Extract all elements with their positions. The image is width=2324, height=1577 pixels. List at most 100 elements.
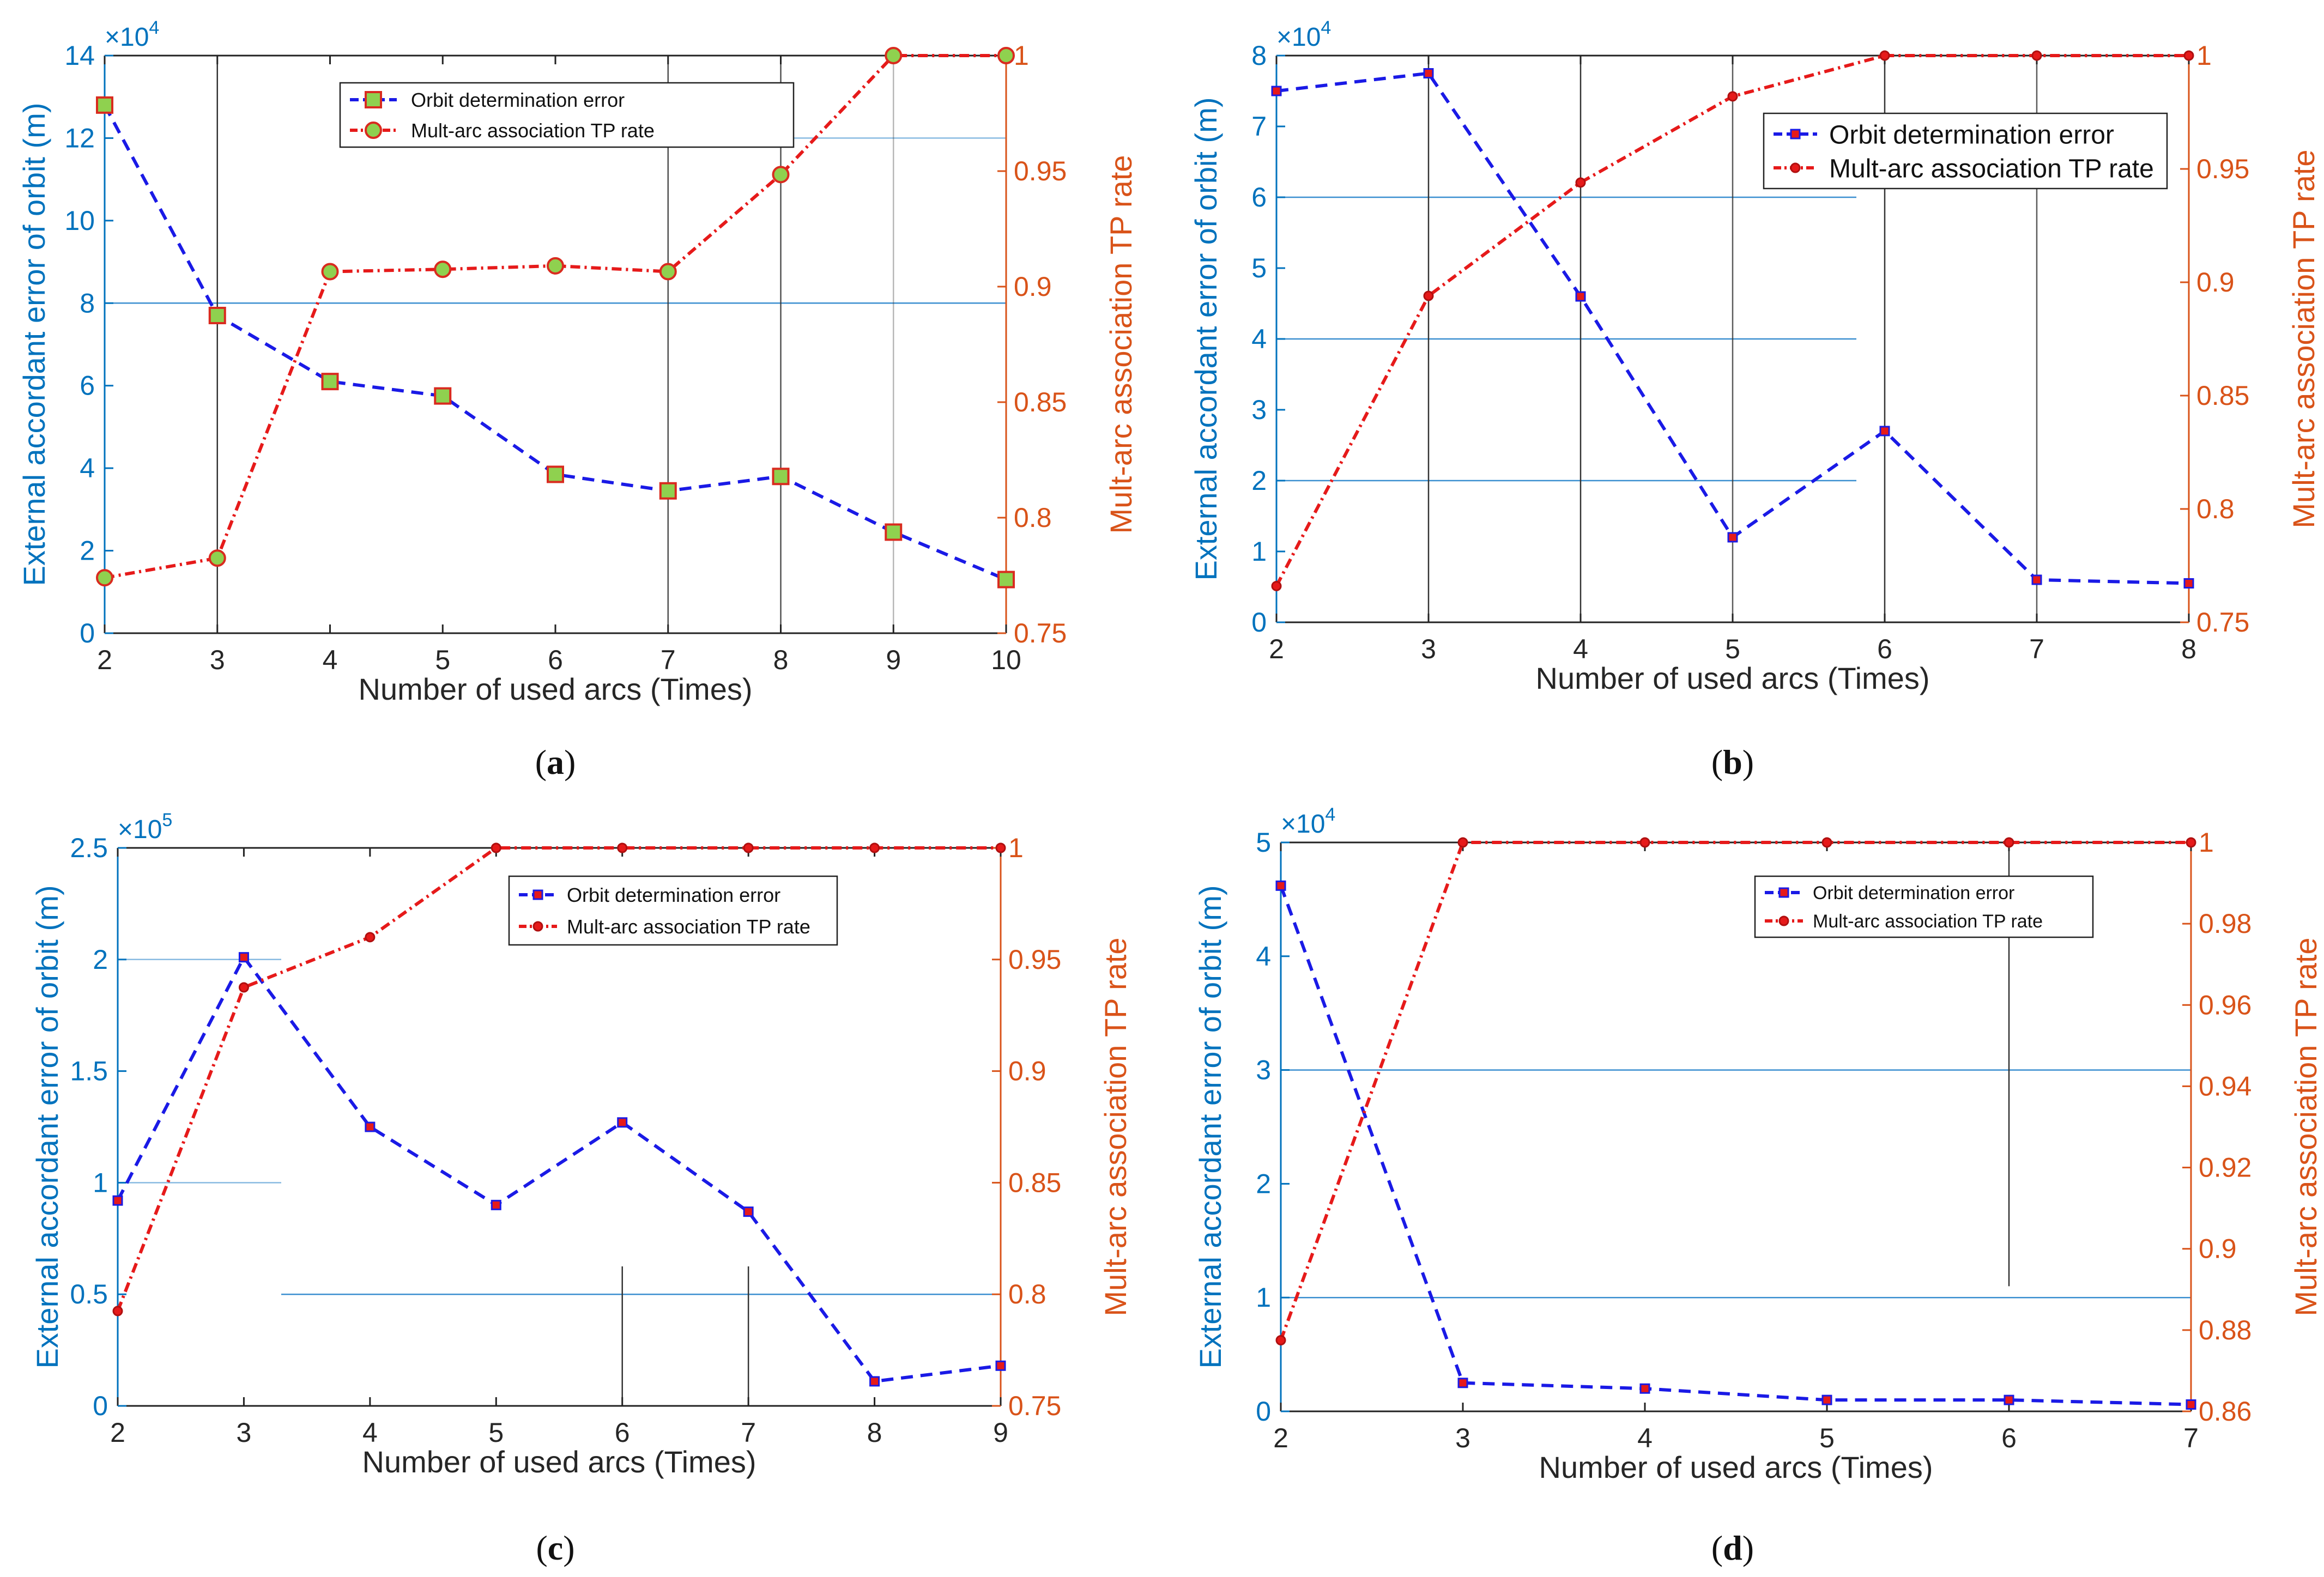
error-marker bbox=[112, 1195, 123, 1206]
y-tick-label: 0 bbox=[1251, 607, 1267, 638]
y-tick-label: 5 bbox=[1256, 827, 1271, 858]
error-marker bbox=[1575, 291, 1586, 302]
exponent-base: ×10 bbox=[1281, 810, 1325, 839]
tp-marker bbox=[365, 122, 382, 139]
legend: Orbit determination error Mult-arc associ… bbox=[1754, 875, 2094, 938]
error-marker bbox=[997, 571, 1015, 589]
y-axis-label: External accordant error of orbit (m) bbox=[1193, 885, 1227, 1369]
y-tick-label: 1 bbox=[93, 1167, 108, 1198]
tp-marker bbox=[1879, 50, 1890, 61]
y-tick-label: 0 bbox=[80, 618, 95, 648]
y-tick-label: 0 bbox=[93, 1391, 108, 1421]
caption: (d) bbox=[1711, 1529, 1754, 1567]
legend-label: Mult-arc association TP rate bbox=[1829, 154, 2154, 183]
error-marker bbox=[1778, 887, 1789, 898]
exponent-label: ×104 bbox=[105, 17, 159, 52]
tp-marker bbox=[321, 263, 339, 281]
tp-marker bbox=[617, 842, 628, 853]
caption-paren: ) bbox=[563, 1529, 574, 1567]
y-right-tick-label: 0.92 bbox=[2199, 1153, 2252, 1183]
error-marker bbox=[238, 952, 249, 963]
error-marker bbox=[1457, 1378, 1468, 1388]
x-tick-label: 7 bbox=[2183, 1423, 2199, 1453]
legend: Orbit determination error Mult-arc associ… bbox=[508, 875, 838, 946]
exponent-base: ×10 bbox=[118, 815, 162, 844]
legend-box bbox=[508, 875, 838, 946]
exponent-label: ×104 bbox=[1276, 17, 1331, 52]
y-tick-label: 1 bbox=[1251, 536, 1267, 567]
y-tick-label: 1.5 bbox=[70, 1056, 108, 1087]
x-tick-label: 4 bbox=[323, 645, 338, 675]
legend-label: Orbit determination error bbox=[411, 89, 625, 111]
error-marker bbox=[2186, 1399, 2196, 1410]
y-right-tick-label: 0.96 bbox=[2199, 990, 2252, 1020]
y-right-axis-label: Mult-arc association TP rate bbox=[2289, 937, 2323, 1316]
caption-letter: c bbox=[548, 1529, 563, 1567]
y-tick-label: 2 bbox=[1251, 465, 1267, 496]
legend-label: Orbit determination error bbox=[1829, 120, 2114, 149]
error-marker bbox=[995, 1360, 1006, 1371]
y-tick-label: 6 bbox=[1251, 182, 1267, 213]
caption: (a) bbox=[535, 743, 576, 781]
y-right-tick-label: 0.85 bbox=[2196, 380, 2249, 411]
error-marker bbox=[491, 1199, 501, 1210]
y-tick-label: 4 bbox=[1256, 941, 1271, 972]
y-right-tick-label: 0.86 bbox=[2199, 1396, 2252, 1427]
panel-d: 2 3 4 5 6 7 0 1 2 3 4 5 0.86 0.88 0.9 0.92 0.94 0.96 0.98 1… bbox=[1193, 804, 2323, 1567]
x-tick-label: 2 bbox=[110, 1417, 125, 1448]
y-tick-label: 8 bbox=[1251, 40, 1267, 71]
tp-marker bbox=[2004, 837, 2014, 848]
caption-letter: d bbox=[1723, 1529, 1742, 1567]
y-right-tick-label: 0.95 bbox=[2196, 154, 2249, 184]
x-tick-label: 7 bbox=[661, 645, 676, 675]
exponent-label: ×104 bbox=[1281, 804, 1335, 839]
y-right-axis-label: Mult-arc association TP rate bbox=[1104, 155, 1138, 533]
caption: (c) bbox=[536, 1529, 574, 1567]
y-right-tick-label: 0.95 bbox=[1014, 156, 1067, 186]
tp-marker bbox=[659, 263, 677, 281]
caption-letter: a bbox=[547, 743, 564, 781]
exponent-base: ×10 bbox=[105, 23, 149, 52]
error-marker bbox=[434, 387, 452, 405]
caption: (b) bbox=[1711, 743, 1754, 781]
tp-marker bbox=[1727, 91, 1738, 102]
tp-marker bbox=[532, 921, 543, 932]
error-marker bbox=[365, 1121, 376, 1132]
y-right-tick-label: 0.75 bbox=[1008, 1391, 1061, 1421]
tp-marker bbox=[1423, 290, 1434, 301]
y-tick-label: 2 bbox=[93, 944, 108, 975]
legend-box bbox=[1763, 112, 2168, 190]
x-axis-label: Number of used arcs (Times) bbox=[1536, 661, 1930, 695]
legend-label: Mult-arc association TP rate bbox=[567, 915, 810, 938]
x-tick-label: 6 bbox=[548, 645, 563, 675]
x-tick-label: 3 bbox=[210, 645, 225, 675]
x-tick-label: 5 bbox=[1725, 634, 1740, 664]
y-right-tick-label: 1 bbox=[1014, 40, 1029, 71]
tp-marker bbox=[869, 842, 880, 853]
exponent-base: ×10 bbox=[1276, 23, 1321, 52]
tp-marker bbox=[1275, 1335, 1286, 1345]
tp-marker bbox=[112, 1306, 123, 1317]
tp-series-line bbox=[116, 846, 1001, 1312]
x-tick-label: 2 bbox=[97, 645, 112, 675]
y-right-tick-label: 0.8 bbox=[1008, 1279, 1046, 1309]
exponent-power: 4 bbox=[149, 17, 159, 38]
y-tick-label: 2.5 bbox=[70, 833, 108, 863]
exponent-power: 4 bbox=[1325, 804, 1335, 825]
error-marker bbox=[1639, 1383, 1650, 1394]
x-tick-label: 9 bbox=[993, 1417, 1008, 1448]
error-marker bbox=[617, 1117, 628, 1128]
y-right-tick-label: 0.94 bbox=[2199, 1071, 2252, 1101]
x-tick-label: 3 bbox=[1455, 1423, 1470, 1453]
tp-marker bbox=[743, 842, 754, 853]
error-marker bbox=[1879, 426, 1890, 436]
tp-marker bbox=[2031, 50, 2042, 61]
y-tick-label: 3 bbox=[1256, 1055, 1271, 1085]
y-tick-label: 2 bbox=[80, 536, 95, 566]
x-axis-label: Number of used arcs (Times) bbox=[362, 1445, 756, 1479]
y-axis-label: External accordant error of orbit (m) bbox=[30, 885, 64, 1369]
y-right-tick-label: 1 bbox=[2196, 40, 2212, 71]
x-tick-label: 5 bbox=[1819, 1423, 1835, 1453]
error-marker bbox=[2004, 1394, 2014, 1405]
error-marker bbox=[1790, 129, 1801, 139]
